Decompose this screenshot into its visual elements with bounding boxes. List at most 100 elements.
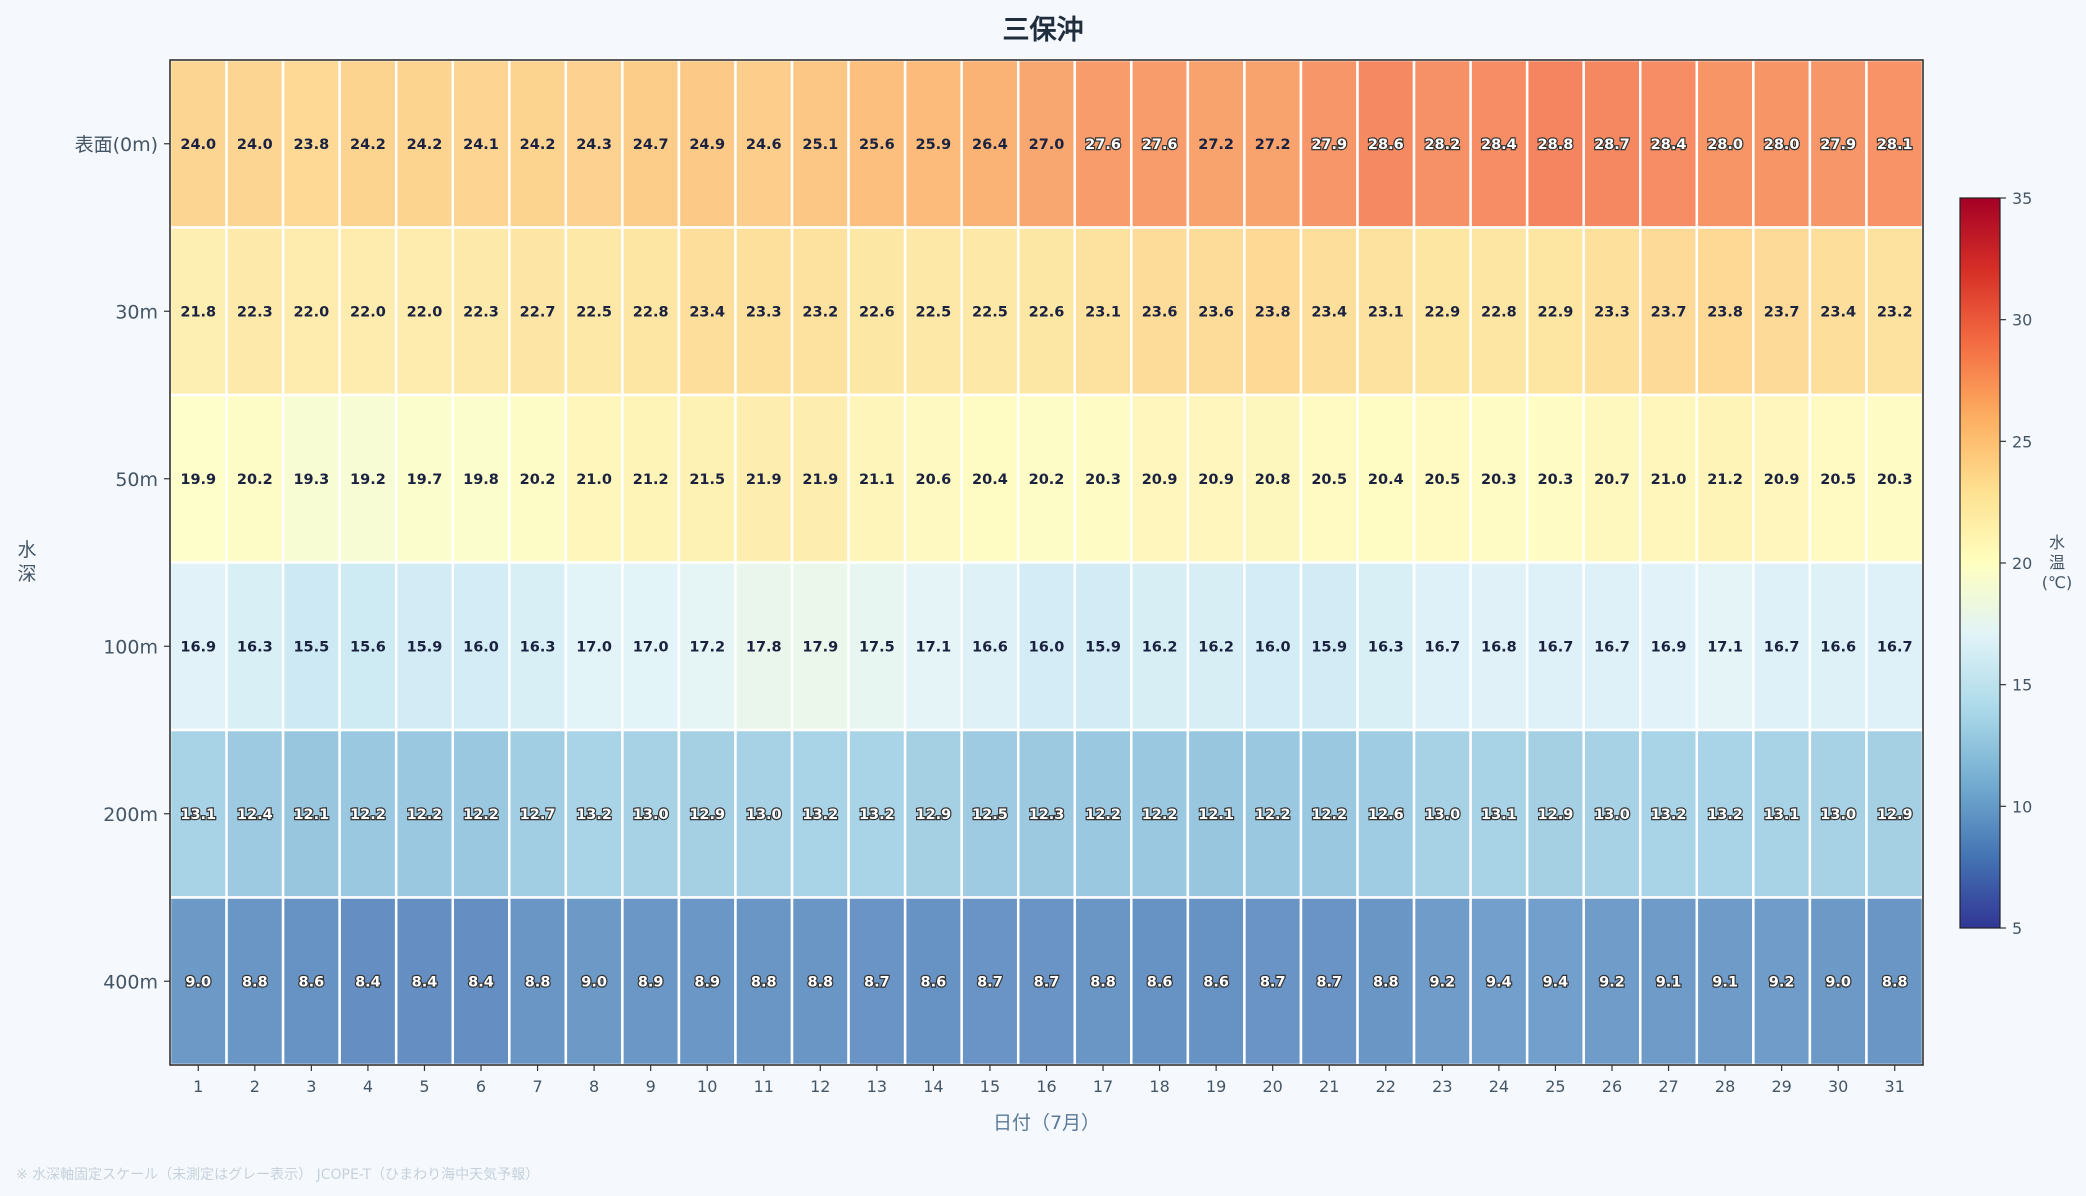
cell-value-label: 17.5 bbox=[859, 639, 895, 655]
x-tick-label: 6 bbox=[476, 1077, 486, 1096]
cell-value-label: 8.9 bbox=[638, 974, 664, 990]
cell-value-label: 22.8 bbox=[1481, 304, 1517, 320]
cell-value-label: 17.2 bbox=[689, 639, 725, 655]
cell-value-label: 8.7 bbox=[977, 974, 1003, 990]
cell-value-label: 12.2 bbox=[1085, 807, 1121, 823]
colorbar-tick-label: 5 bbox=[2012, 919, 2022, 938]
colorbar-tick-label: 30 bbox=[2012, 311, 2032, 330]
cell-value-label: 24.2 bbox=[520, 137, 556, 153]
cell-value-label: 27.2 bbox=[1255, 137, 1291, 153]
cell-value-label: 16.6 bbox=[972, 639, 1008, 655]
x-tick-label: 7 bbox=[532, 1077, 542, 1096]
cell-value-label: 20.2 bbox=[237, 472, 273, 488]
cell-value-label: 16.2 bbox=[1198, 639, 1234, 655]
x-tick-label: 19 bbox=[1206, 1077, 1226, 1096]
cell-value-label: 22.6 bbox=[859, 304, 895, 320]
heatmap-cell bbox=[1016, 226, 1077, 397]
cell-value-label: 23.1 bbox=[1085, 304, 1121, 320]
x-tick-label: 23 bbox=[1432, 1077, 1452, 1096]
cell-value-label: 28.7 bbox=[1594, 137, 1630, 153]
colorbar-label: 水温 (℃) bbox=[2041, 533, 2073, 592]
heatmap-cell bbox=[677, 393, 737, 564]
x-tick-label: 30 bbox=[1828, 1077, 1848, 1096]
cell-value-label: 23.8 bbox=[1255, 304, 1291, 320]
heatmap-cell bbox=[903, 728, 963, 899]
cell-value-label: 23.8 bbox=[293, 137, 329, 153]
heatmap-cell bbox=[1695, 896, 1755, 1067]
cell-value-label: 20.9 bbox=[1142, 472, 1178, 488]
x-tick-label: 25 bbox=[1545, 1077, 1565, 1096]
heatmap-cell bbox=[1356, 896, 1416, 1067]
heatmap-cell bbox=[1469, 728, 1529, 899]
cell-value-label: 16.6 bbox=[1820, 639, 1856, 655]
heatmap-cell bbox=[451, 561, 511, 732]
heatmap-cell bbox=[338, 561, 398, 732]
cell-value-label: 28.0 bbox=[1764, 137, 1800, 153]
cell-value-label: 9.2 bbox=[1429, 974, 1455, 990]
x-tick-label: 13 bbox=[867, 1077, 887, 1096]
cell-value-label: 23.7 bbox=[1764, 304, 1800, 320]
heatmap-cell bbox=[1356, 728, 1416, 899]
cell-value-label: 13.0 bbox=[1424, 807, 1460, 823]
cell-value-label: 16.7 bbox=[1594, 639, 1630, 655]
heatmap-cell bbox=[1130, 226, 1190, 397]
heatmap-cell bbox=[903, 561, 963, 732]
cell-value-label: 22.5 bbox=[576, 304, 612, 320]
cell-value-label: 28.2 bbox=[1424, 137, 1460, 153]
cell-value-label: 12.2 bbox=[350, 807, 386, 823]
heatmap-cell bbox=[1130, 896, 1190, 1067]
cell-value-label: 13.1 bbox=[1481, 807, 1517, 823]
heatmap-cell bbox=[281, 561, 341, 732]
colorbar-tick-label: 20 bbox=[2012, 554, 2032, 573]
cell-value-label: 13.2 bbox=[576, 807, 612, 823]
heatmap-cell bbox=[508, 226, 568, 397]
heatmap-cell bbox=[564, 728, 624, 899]
cell-value-label: 24.0 bbox=[180, 137, 216, 153]
cell-value-label: 24.1 bbox=[463, 137, 499, 153]
cell-value-label: 8.8 bbox=[1882, 974, 1908, 990]
cell-value-label: 25.6 bbox=[859, 137, 895, 153]
heatmap-cell bbox=[225, 728, 285, 899]
heatmap-cell bbox=[790, 896, 850, 1067]
x-tick-label: 29 bbox=[1771, 1077, 1791, 1096]
cell-value-label: 27.9 bbox=[1311, 137, 1347, 153]
cell-value-label: 8.7 bbox=[864, 974, 890, 990]
cell-value-label: 9.2 bbox=[1769, 974, 1795, 990]
x-tick-label: 28 bbox=[1715, 1077, 1735, 1096]
heatmap-cell bbox=[1808, 896, 1868, 1067]
cell-value-label: 16.0 bbox=[1029, 639, 1065, 655]
heatmap-cell bbox=[847, 561, 907, 732]
cell-value-label: 12.9 bbox=[689, 807, 725, 823]
cell-value-label: 16.3 bbox=[520, 639, 556, 655]
cell-value-label: 8.4 bbox=[412, 974, 438, 990]
heatmap-cell bbox=[1865, 226, 1925, 397]
cell-value-label: 24.2 bbox=[407, 137, 443, 153]
heatmap-cell bbox=[451, 896, 511, 1067]
cell-value-label: 8.7 bbox=[1316, 974, 1342, 990]
heatmap-cell bbox=[1865, 393, 1925, 564]
cell-value-label: 24.3 bbox=[576, 137, 612, 153]
heatmap-cell bbox=[677, 896, 737, 1067]
heatmap-cell bbox=[1243, 896, 1303, 1067]
cell-value-label: 23.6 bbox=[1198, 304, 1234, 320]
cell-value-label: 12.2 bbox=[1142, 807, 1178, 823]
heatmap-cell bbox=[225, 226, 285, 397]
x-tick-label: 20 bbox=[1263, 1077, 1283, 1096]
cell-value-label: 22.0 bbox=[407, 304, 443, 320]
cell-value-label: 16.3 bbox=[1368, 639, 1404, 655]
cell-value-label: 23.3 bbox=[746, 304, 782, 320]
cell-value-label: 13.1 bbox=[180, 807, 216, 823]
cell-value-label: 27.2 bbox=[1198, 137, 1234, 153]
heatmap-cell bbox=[1695, 728, 1755, 899]
heatmap-cell bbox=[903, 226, 963, 397]
cell-value-label: 19.7 bbox=[407, 472, 443, 488]
x-axis-label: 日付（7月） bbox=[992, 1112, 1101, 1134]
cell-value-label: 15.9 bbox=[1085, 639, 1121, 655]
heatmap-cell bbox=[508, 728, 568, 899]
heatmap-cell bbox=[734, 728, 794, 899]
heatmap-cell bbox=[1525, 561, 1585, 732]
heatmap-cell bbox=[1016, 896, 1077, 1067]
heatmap-cell bbox=[847, 728, 907, 899]
cell-value-label: 16.8 bbox=[1481, 639, 1517, 655]
